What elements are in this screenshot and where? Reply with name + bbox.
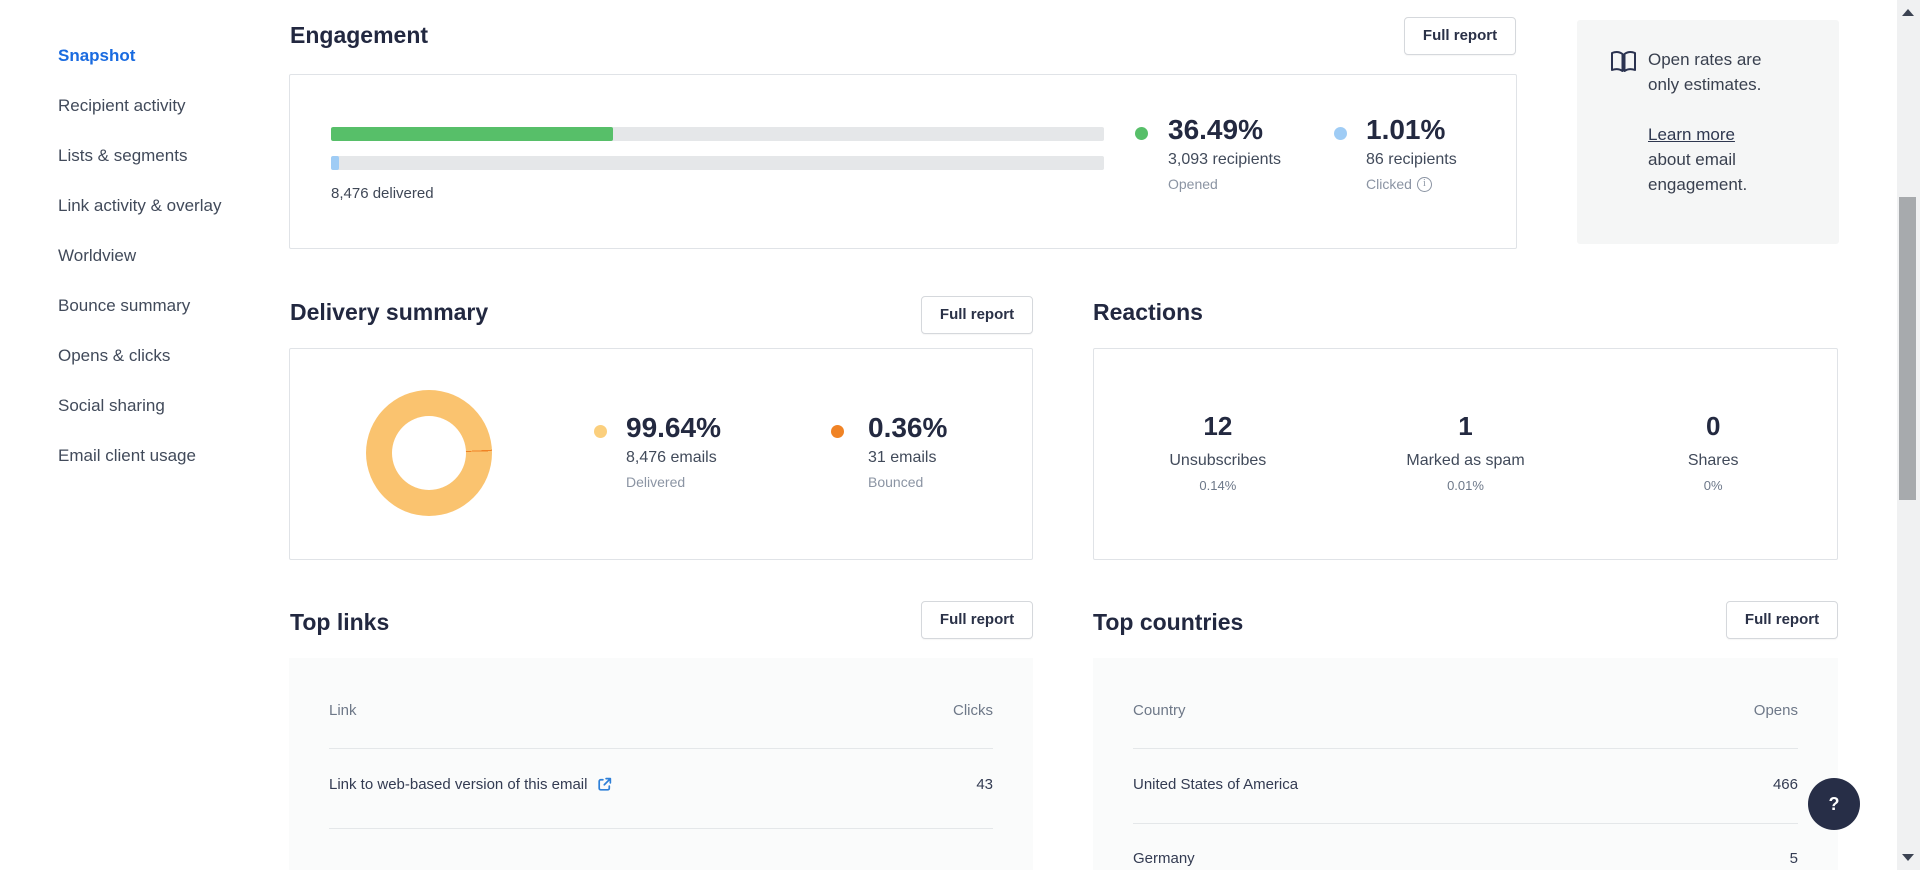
- sidebar-item-email-client-usage[interactable]: Email client usage: [58, 446, 196, 465]
- shares-stat: 0 Shares 0%: [1589, 411, 1837, 493]
- book-icon: [1611, 51, 1636, 72]
- marked-as-spam-label: Marked as spam: [1406, 452, 1525, 469]
- clicked-percentage: 1.01%: [1366, 114, 1446, 145]
- delivery-full-report-button[interactable]: Full report: [921, 296, 1033, 334]
- delivered-stat: 99.64% 8,476 emails Delivered: [626, 412, 721, 491]
- delivered-emails: 8,476 emails: [626, 449, 717, 466]
- scroll-down-arrow[interactable]: [1902, 854, 1914, 861]
- clicked-recipients: 86 recipients: [1366, 151, 1457, 168]
- reactions-card: 12 Unsubscribes 0.14% 1 Marked as spam 0…: [1093, 348, 1838, 560]
- opened-recipients: 3,093 recipients: [1168, 151, 1281, 168]
- unsubscribes-stat: 12 Unsubscribes 0.14%: [1094, 411, 1342, 493]
- clicked-stat: 1.01% 86 recipients Clicked i: [1366, 114, 1457, 193]
- shares-label: Shares: [1687, 452, 1739, 469]
- top-link-clicks: 43: [976, 776, 993, 793]
- sidebar-item-link-activity[interactable]: Link activity & overlay: [58, 196, 222, 215]
- shares-value: 0: [1705, 411, 1721, 441]
- open-rates-note-card: Open rates are only estimates. Learn mor…: [1577, 20, 1839, 244]
- country-germany-opens: 5: [1789, 850, 1798, 867]
- opened-dot: [1135, 127, 1148, 140]
- opened-bar-track: [331, 127, 1104, 141]
- clicked-info-icon[interactable]: i: [1416, 176, 1432, 192]
- top-countries-full-report-button[interactable]: Full report: [1726, 601, 1838, 639]
- clicked-label: Clicked i: [1366, 176, 1457, 192]
- bounced-emails: 31 emails: [868, 449, 937, 466]
- bounced-label: Bounced: [868, 474, 924, 490]
- sidebar-item-snapshot[interactable]: Snapshot: [58, 46, 136, 65]
- top-countries-table: Country Opens United States of America 4…: [1093, 658, 1838, 870]
- opened-label: Opened: [1168, 176, 1218, 192]
- engagement-full-report-button[interactable]: Full report: [1404, 17, 1516, 55]
- delivered-label: Delivered: [626, 474, 686, 490]
- clicks-column-header: Clicks: [953, 702, 993, 719]
- report-sidebar: Snapshot Recipient activity Lists & segm…: [58, 40, 228, 490]
- link-column-header: Link: [329, 702, 357, 719]
- delivery-donut: [366, 390, 492, 516]
- marked-as-spam-stat: 1 Marked as spam 0.01%: [1342, 411, 1590, 493]
- delivery-summary-card: 99.64% 8,476 emails Delivered 0.36% 31 e…: [289, 348, 1033, 560]
- top-link-row: Link to web-based version of this email: [329, 776, 613, 793]
- country-row-usa: United States of America: [1133, 776, 1299, 793]
- country-row-germany: Germany: [1133, 850, 1195, 867]
- opened-percentage: 36.49%: [1168, 114, 1263, 145]
- delivered-percentage: 99.64%: [626, 412, 721, 443]
- clicked-dot: [1334, 127, 1347, 140]
- scrollbar-thumb[interactable]: [1899, 197, 1916, 500]
- country-usa-opens: 466: [1772, 776, 1798, 793]
- delivery-donut-hole: [392, 416, 466, 490]
- bounced-dot: [831, 425, 844, 438]
- top-link-text: Link to web-based version of this email: [329, 776, 588, 793]
- clicked-bar-track: [331, 156, 1104, 170]
- unsubscribes-percentage: 0.14%: [1199, 478, 1237, 493]
- sidebar-item-recipient-activity[interactable]: Recipient activity: [58, 96, 186, 115]
- top-countries-title: Top countries: [1093, 609, 1244, 635]
- unsubscribes-value: 12: [1203, 411, 1233, 441]
- scroll-up-arrow[interactable]: [1902, 9, 1914, 16]
- sidebar-item-lists-segments[interactable]: Lists & segments: [58, 146, 188, 165]
- delivered-count-label: 8,476 delivered: [331, 185, 434, 202]
- sidebar-item-worldview[interactable]: Worldview: [58, 246, 137, 265]
- top-links-full-report-button[interactable]: Full report: [921, 601, 1033, 639]
- reactions-grid: 12 Unsubscribes 0.14% 1 Marked as spam 0…: [1094, 411, 1837, 493]
- help-button[interactable]: ?: [1808, 778, 1860, 830]
- opened-stat: 36.49% 3,093 recipients Opened: [1168, 114, 1281, 193]
- opened-bar-fill: [331, 127, 614, 141]
- reactions-title: Reactions: [1093, 299, 1203, 325]
- sidebar-item-social-sharing[interactable]: Social sharing: [58, 396, 165, 415]
- sidebar-item-opens-clicks[interactable]: Opens & clicks: [58, 346, 171, 365]
- delivery-summary-title: Delivery summary: [290, 299, 489, 325]
- engagement-card: 8,476 delivered 36.49% 3,093 recipients …: [289, 74, 1517, 249]
- marked-as-spam-value: 1: [1458, 411, 1473, 441]
- delivered-dot: [594, 425, 607, 438]
- open-rates-note-text: Open rates are only estimates. Learn mor…: [1648, 50, 1762, 194]
- bounced-stat: 0.36% 31 emails Bounced: [868, 412, 948, 491]
- opens-column-header: Opens: [1753, 702, 1798, 719]
- top-links-title: Top links: [290, 609, 390, 635]
- clicked-bar-fill: [331, 156, 339, 170]
- bounced-percentage: 0.36%: [868, 412, 948, 443]
- marked-as-spam-percentage: 0.01%: [1447, 478, 1484, 493]
- learn-more-link[interactable]: Learn more: [1648, 125, 1735, 144]
- engagement-title: Engagement: [290, 22, 429, 48]
- unsubscribes-label: Unsubscribes: [1169, 452, 1267, 469]
- sidebar-item-bounce-summary[interactable]: Bounce summary: [58, 296, 191, 315]
- country-column-header: Country: [1133, 702, 1186, 719]
- shares-percentage: 0%: [1703, 478, 1723, 493]
- top-links-table: Link Clicks Link to web-based version of…: [289, 658, 1033, 870]
- external-link-icon[interactable]: [596, 776, 613, 793]
- vertical-scrollbar[interactable]: [1897, 0, 1920, 870]
